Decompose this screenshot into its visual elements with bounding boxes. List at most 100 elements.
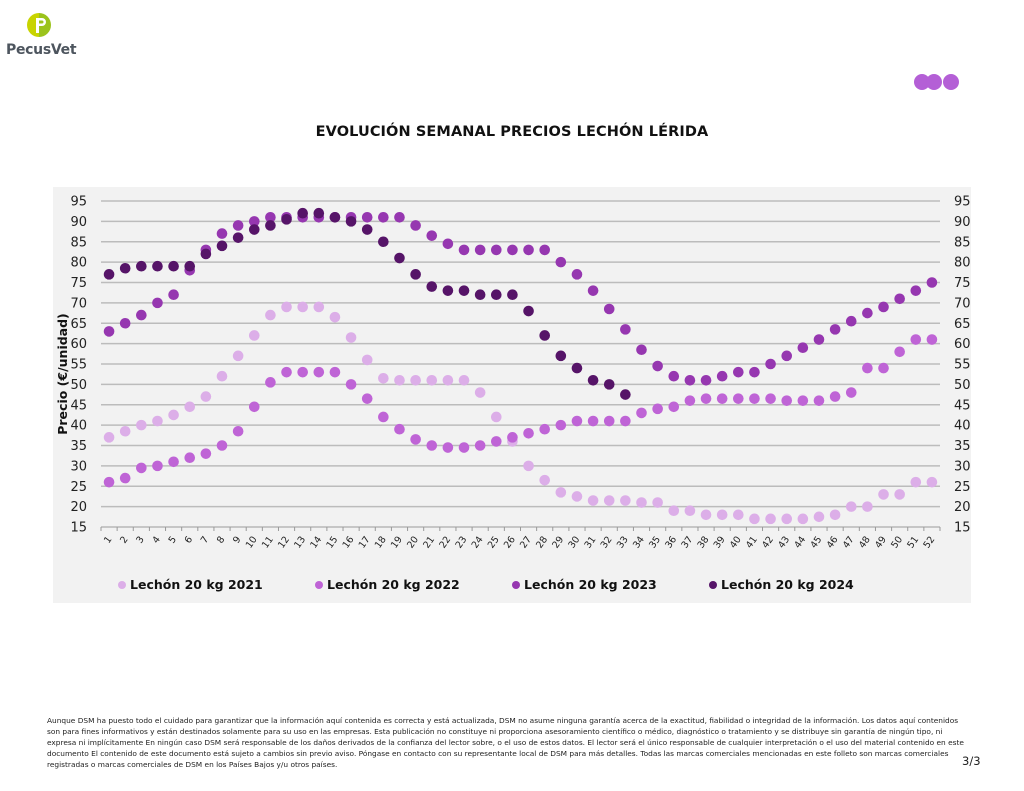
data-point-2024 [345,216,357,227]
decorative-dots-icon [914,74,959,90]
data-point-2021 [216,370,228,382]
brand-name: PecusVet [6,42,77,58]
data-point-2021 [136,419,147,431]
y-tick-label: 50 [70,378,87,393]
data-point-2023 [216,228,228,239]
x-tick-label: 13 [292,534,308,550]
data-point-2022 [749,393,760,404]
data-point-2022 [926,334,938,345]
data-point-2022 [345,379,357,390]
data-point-2021 [845,501,857,512]
legend-item: Lechón 20 kg 2022 [315,577,512,592]
y-tick-label: 90 [70,215,87,230]
data-point-2021 [184,401,196,413]
data-point-2023 [845,315,857,327]
data-point-2021 [781,513,793,525]
x-tick-label: 33 [615,534,631,550]
x-tick-label: 18 [373,534,389,550]
x-tick-label: 48 [857,534,873,550]
data-point-2021 [361,354,373,366]
chart-legend: Lechón 20 kg 2021 Lechón 20 kg 2022 Lechón… [53,577,971,592]
x-tick-label: 3 [134,534,146,545]
data-point-2023 [103,326,115,337]
data-point-2023 [248,216,260,227]
data-point-2024 [103,269,115,280]
x-tick-label: 4 [150,534,162,545]
data-point-2021 [894,489,905,500]
data-point-2022 [797,395,809,406]
data-point-2023 [168,289,179,301]
x-tick-label: 52 [921,534,937,550]
x-tick-label: 10 [244,534,260,550]
y-tick-label: 70 [70,296,87,311]
data-point-2021 [490,411,502,423]
legend-label: Lechón 20 kg 2022 [327,577,460,592]
y2-tick-label: 45 [954,398,971,413]
data-point-2024 [152,260,163,272]
x-tick-label: 5 [167,534,179,545]
x-tick-label: 31 [583,534,599,550]
data-point-2022 [248,401,260,413]
data-point-2023 [765,358,776,370]
data-point-2022 [571,415,583,427]
y-tick-label: 30 [70,459,87,474]
data-point-2023 [684,375,696,386]
data-point-2022 [378,411,389,423]
data-point-2024 [378,236,389,248]
data-point-2022 [845,387,857,398]
data-point-2022 [152,460,163,472]
data-point-2022 [829,391,841,402]
x-tick-label: 21 [421,534,437,550]
x-tick-label: 7 [199,534,211,545]
x-tick-label: 29 [550,534,566,550]
x-tick-label: 16 [341,534,357,550]
x-tick-label: 43 [776,534,792,550]
data-point-2023 [152,297,163,309]
data-point-2022 [910,334,922,345]
y2-tick-label: 90 [954,215,971,230]
x-tick-label: 20 [405,534,421,550]
data-point-2024 [523,305,534,317]
data-point-2021 [281,301,292,313]
data-point-2024 [216,240,228,252]
data-point-2021 [716,509,728,521]
x-tick-label: 50 [889,534,905,550]
y-tick-label: 95 [70,195,87,210]
x-tick-label: 15 [324,534,340,550]
data-point-2023 [603,303,615,315]
y2-tick-label: 60 [954,337,971,352]
data-point-2023 [507,244,518,256]
legend-item: Lechón 20 kg 2021 [118,577,315,592]
data-point-2021 [797,513,809,525]
y2-tick-label: 65 [954,317,971,332]
data-point-2022 [636,407,647,419]
data-point-2021 [426,375,438,386]
data-point-2023 [910,285,922,296]
data-point-2022 [668,401,680,413]
x-tick-label: 39 [712,534,728,550]
x-tick-label: 23 [454,534,470,550]
data-point-2022 [813,395,825,406]
x-tick-label: 9 [231,534,243,545]
data-point-2021 [571,491,583,502]
data-point-2023 [813,334,825,345]
x-tick-label: 40 [728,534,744,550]
data-point-2023 [749,366,760,378]
data-point-2024 [474,289,486,301]
data-point-2024 [329,212,341,223]
data-point-2022 [216,440,228,451]
legend-label: Lechón 20 kg 2023 [524,577,657,592]
data-point-2022 [281,366,292,378]
data-point-2024 [297,207,308,219]
x-tick-label: 24 [470,534,486,550]
data-point-2022 [474,440,486,451]
data-point-2021 [620,495,631,506]
data-point-2023 [539,244,551,256]
data-point-2022 [297,366,308,378]
data-point-2023 [829,324,841,335]
data-point-2023 [394,212,405,223]
legend-swatch-icon [315,580,323,589]
x-tick-label: 14 [308,534,324,550]
data-point-2023 [361,212,373,223]
